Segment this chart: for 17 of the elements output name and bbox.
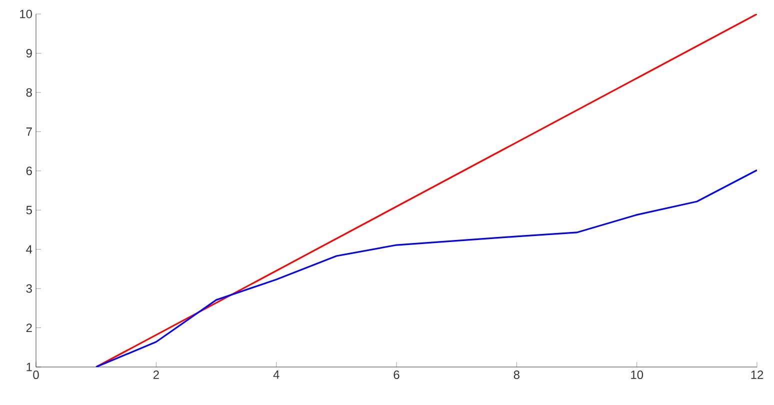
y-tick-label: 10: [20, 10, 32, 18]
x-tick-label: 10: [631, 370, 644, 380]
y-tick-label: 1: [26, 362, 32, 372]
y-tick-label: 5: [26, 206, 32, 214]
y-tick-label: 8: [26, 88, 32, 97]
x-tick-label: 2: [153, 370, 159, 379]
x-tick-label: 6: [394, 370, 400, 380]
x-tick-label: 4: [273, 370, 280, 379]
y-tick-label: 4: [26, 245, 32, 254]
y-tick-label: 3: [26, 284, 32, 293]
y-tick-label: 7: [26, 128, 32, 136]
x-tick-label: 12: [751, 370, 764, 379]
y-tick-label: 9: [26, 48, 32, 58]
y-tick-label: 6: [26, 166, 32, 176]
y-tick-label: 2: [26, 324, 32, 332]
x-tick-label: 0: [33, 370, 39, 380]
x-tick-label: 8: [514, 370, 520, 380]
